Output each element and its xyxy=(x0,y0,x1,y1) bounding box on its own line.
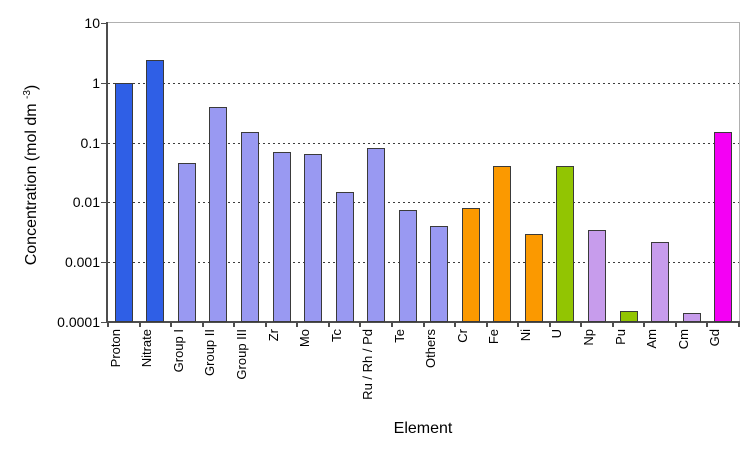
y-tick-label-0.001: 0.001 xyxy=(64,254,100,270)
x-tick-11 xyxy=(454,323,456,327)
category-label-tc: Tc xyxy=(329,329,344,342)
category-label-zr: Zr xyxy=(266,329,281,342)
x-tick-19 xyxy=(706,323,708,327)
x-tick-9 xyxy=(391,323,393,327)
category-label-proton: Proton xyxy=(108,329,123,368)
category-label-others: Others xyxy=(423,329,438,369)
category-label-pu: Pu xyxy=(613,329,628,345)
x-tick-15 xyxy=(580,323,582,327)
category-label-cr: Cr xyxy=(455,329,470,343)
category-label-np: Np xyxy=(581,329,596,346)
x-tick-17 xyxy=(643,323,645,327)
category-label-ni: Ni xyxy=(518,329,533,342)
bar-fe xyxy=(493,166,511,322)
bar-zr xyxy=(273,152,291,322)
y-tick-0.01 xyxy=(101,202,106,203)
bar-u xyxy=(556,166,574,322)
bar-group-ii xyxy=(209,107,227,322)
bar-pu xyxy=(620,311,638,322)
x-tick-20 xyxy=(738,323,740,327)
x-tick-6 xyxy=(296,323,298,327)
y-tick-label-10: 10 xyxy=(84,15,100,31)
bar-others xyxy=(430,226,448,322)
bar-tc xyxy=(336,192,354,322)
y-axis-title: Concentration (mol dm -3) xyxy=(18,25,40,325)
category-label-cm: Cm xyxy=(676,329,691,350)
bar-mo xyxy=(304,154,322,322)
bar-te xyxy=(399,210,417,322)
y-tick-label-0.1: 0.1 xyxy=(80,135,100,151)
gridline-0.1 xyxy=(108,143,739,144)
y-tick-0.001 xyxy=(101,262,106,263)
bar-group-iii xyxy=(241,132,259,322)
bar-group-i xyxy=(178,163,196,322)
bar-am xyxy=(651,242,669,322)
plot-border-top xyxy=(108,22,740,23)
category-label-group-i: Group I xyxy=(171,329,186,373)
category-label-group-iii: Group III xyxy=(234,329,249,380)
gridline-1 xyxy=(108,83,739,84)
y-axis-title-text: Concentration (mol dm xyxy=(23,98,40,266)
x-tick-18 xyxy=(675,323,677,327)
x-axis-line xyxy=(106,321,740,323)
y-tick-label-0.01: 0.01 xyxy=(72,194,100,210)
gridline-0.001 xyxy=(108,262,739,263)
bar-nitrate xyxy=(146,60,164,322)
x-tick-2 xyxy=(170,323,172,327)
category-label-u: U xyxy=(549,329,564,339)
x-tick-12 xyxy=(486,323,488,327)
y-tick-10 xyxy=(101,23,106,24)
x-tick-13 xyxy=(517,323,519,327)
category-label-mo: Mo xyxy=(297,329,312,348)
y-axis-line xyxy=(106,22,108,323)
x-tick-8 xyxy=(359,323,361,327)
y-tick-0.0001 xyxy=(101,322,106,323)
y-tick-0.1 xyxy=(101,143,106,144)
x-tick-16 xyxy=(612,323,614,327)
x-tick-3 xyxy=(202,323,204,327)
plot-border-right xyxy=(739,22,740,322)
gridline-0.01 xyxy=(108,202,739,203)
y-tick-label-0.0001: 0.0001 xyxy=(57,314,100,330)
bar-cm xyxy=(683,313,701,322)
category-label-te: Te xyxy=(392,329,407,343)
x-tick-4 xyxy=(233,323,235,327)
x-axis-title: Element xyxy=(393,420,453,437)
bar-cr xyxy=(462,208,480,322)
bar-ru-rh-pd xyxy=(367,148,385,322)
x-tick-5 xyxy=(265,323,267,327)
y-axis-title-superscript: -3 xyxy=(22,90,33,99)
bar-np xyxy=(588,230,606,322)
y-tick-1 xyxy=(101,83,106,84)
x-tick-1 xyxy=(139,323,141,327)
bar-proton xyxy=(115,83,133,322)
category-label-gd: Gd xyxy=(707,329,722,347)
y-tick-label-1: 1 xyxy=(92,75,100,91)
x-tick-10 xyxy=(423,323,425,327)
category-label-nitrate: Nitrate xyxy=(139,329,154,368)
category-label-group-ii: Group II xyxy=(202,329,217,376)
x-tick-14 xyxy=(549,323,551,327)
category-label-ru-rh-pd: Ru / Rh / Pd xyxy=(360,329,375,400)
bar-ni xyxy=(525,234,543,322)
x-tick-7 xyxy=(328,323,330,327)
category-label-am: Am xyxy=(644,329,659,349)
category-label-fe: Fe xyxy=(486,329,501,345)
x-tick-0 xyxy=(107,323,109,327)
bar-gd xyxy=(714,132,732,322)
